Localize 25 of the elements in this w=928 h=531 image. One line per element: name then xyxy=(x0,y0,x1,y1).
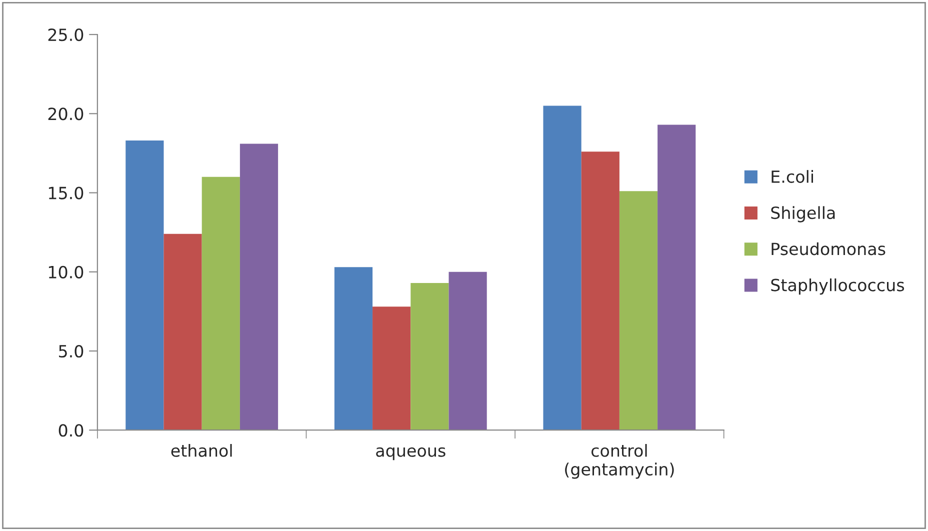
y-tick-label: 0.0 xyxy=(58,424,84,437)
bar xyxy=(164,234,202,430)
bar xyxy=(126,140,164,430)
legend-label: Shigella xyxy=(771,206,835,222)
y-tick-label: 25.0 xyxy=(48,28,84,42)
y-tick-label: 5.0 xyxy=(59,344,84,358)
legend-label: Pseudomonas xyxy=(772,242,886,256)
x-tick-label: aqueous xyxy=(376,447,446,460)
x-tick-label: ethanol xyxy=(171,444,232,457)
y-tick-label: 15.0 xyxy=(48,186,84,200)
bar xyxy=(543,106,582,430)
bar xyxy=(240,144,278,430)
x-tick-label: control (gentamycin) xyxy=(565,444,674,479)
legend-label: E.coli xyxy=(772,170,813,183)
legend-label: Staphyllococcus xyxy=(771,278,904,295)
bar xyxy=(202,176,240,430)
bar xyxy=(581,152,620,430)
bar xyxy=(372,306,411,430)
bar xyxy=(619,191,658,430)
bar xyxy=(410,282,449,430)
bar xyxy=(448,272,487,430)
y-tick-label: 20.0 xyxy=(48,108,84,120)
bar xyxy=(658,124,696,430)
y-tick-label: 10.0 xyxy=(48,266,84,278)
bar xyxy=(334,267,373,430)
